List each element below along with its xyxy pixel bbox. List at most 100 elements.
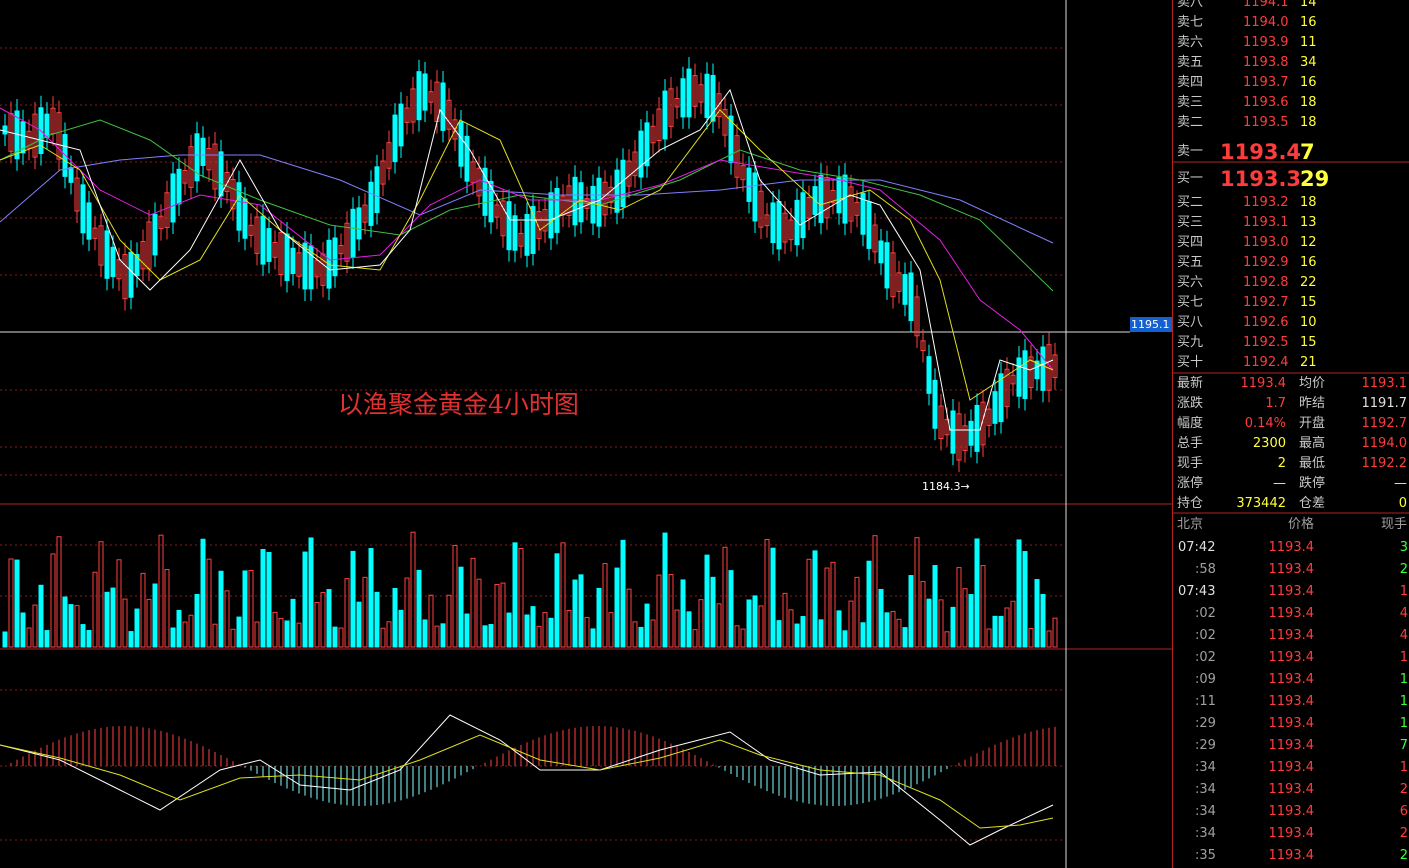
bid-volume: 21	[1300, 355, 1317, 370]
decoration	[20, 121, 26, 154]
trade-price: 1193.4	[1268, 672, 1315, 687]
decoration	[530, 606, 536, 648]
decoration	[548, 617, 554, 648]
decoration	[698, 599, 704, 648]
decoration	[656, 108, 662, 142]
decoration	[356, 601, 362, 648]
decoration	[32, 604, 38, 648]
decoration	[902, 274, 908, 305]
trade-volume: 7	[1399, 738, 1408, 753]
ask-volume: 7	[1300, 140, 1315, 164]
quote-value: 1.7	[1265, 396, 1286, 411]
ask-label: 卖一	[1177, 144, 1204, 159]
decoration	[488, 624, 494, 648]
trade-volume: 1	[1399, 584, 1408, 599]
quote-value: 1193.4	[1240, 376, 1287, 391]
decoration	[872, 535, 878, 648]
decoration	[584, 616, 590, 648]
decoration	[44, 113, 50, 138]
decoration	[272, 611, 278, 648]
trade-price: 1193.4	[1268, 716, 1315, 731]
decoration	[290, 247, 296, 275]
decoration	[824, 567, 830, 648]
decoration	[716, 603, 722, 648]
decoration	[362, 204, 368, 223]
trade-volume: 2	[1399, 782, 1408, 797]
decoration	[494, 584, 500, 648]
decoration	[800, 192, 806, 239]
decoration	[794, 623, 800, 648]
decoration	[854, 201, 860, 216]
decoration	[632, 151, 638, 177]
decoration	[818, 619, 824, 648]
decoration	[446, 99, 452, 130]
decoration	[380, 160, 386, 185]
decoration	[116, 559, 122, 648]
ask-label: 卖八	[1177, 0, 1204, 10]
decoration	[704, 554, 710, 648]
decoration	[848, 186, 854, 222]
decoration	[1010, 600, 1016, 648]
bid-volume: 15	[1300, 335, 1317, 350]
decoration	[524, 213, 530, 256]
decoration	[206, 558, 212, 648]
decoration	[398, 103, 404, 147]
decoration	[686, 611, 692, 648]
bid-price: 1192.6	[1243, 315, 1289, 330]
decoration	[788, 609, 794, 648]
bid-price: 1192.8	[1243, 275, 1289, 290]
quote-value: 2	[1277, 456, 1286, 471]
decoration	[896, 618, 902, 648]
decoration	[128, 251, 134, 298]
low-label: 1184.3→	[922, 480, 970, 493]
decoration	[80, 624, 86, 648]
decoration	[692, 629, 698, 648]
decoration	[332, 626, 338, 648]
quote-value: 1191.7	[1361, 396, 1408, 411]
decoration	[830, 189, 836, 203]
decoration	[314, 602, 320, 648]
decoration	[140, 572, 146, 648]
decoration	[908, 575, 914, 648]
decoration	[1034, 579, 1040, 648]
decoration	[110, 246, 116, 278]
bid-label: 买七	[1177, 295, 1204, 310]
ask-price: 1193.8	[1243, 55, 1289, 70]
decoration	[422, 619, 428, 648]
decoration	[968, 594, 974, 648]
decoration	[884, 612, 890, 648]
decoration	[572, 176, 578, 226]
decoration	[938, 599, 944, 648]
quote-value: —	[1273, 476, 1286, 491]
bid-volume: 12	[1300, 235, 1317, 250]
decoration	[158, 534, 164, 648]
decoration	[614, 169, 620, 213]
ask-volume: 16	[1300, 15, 1317, 30]
decoration	[698, 84, 704, 103]
decoration	[452, 119, 458, 140]
trade-price: 1193.4	[1268, 804, 1315, 819]
ask-price: 1193.6	[1243, 95, 1289, 110]
ask-label: 卖三	[1177, 95, 1204, 110]
bid-label: 买九	[1177, 335, 1204, 350]
decoration	[344, 578, 350, 648]
decoration	[236, 616, 242, 648]
decoration	[32, 113, 38, 158]
decoration	[764, 539, 770, 648]
trade-time: :02	[1195, 628, 1216, 643]
decoration	[608, 612, 614, 648]
decoration	[572, 579, 578, 648]
decoration	[680, 78, 686, 118]
ask-label: 卖七	[1177, 15, 1204, 30]
trade-time: :34	[1195, 804, 1216, 819]
decoration	[704, 73, 710, 118]
decoration	[218, 151, 224, 197]
decoration	[914, 296, 920, 337]
decoration	[890, 610, 896, 648]
decoration	[530, 206, 536, 254]
trade-volume: 1	[1399, 694, 1408, 709]
trade-time: :29	[1195, 738, 1216, 753]
decoration	[428, 594, 434, 648]
decoration	[1034, 360, 1040, 380]
ask-volume: 16	[1300, 75, 1317, 90]
